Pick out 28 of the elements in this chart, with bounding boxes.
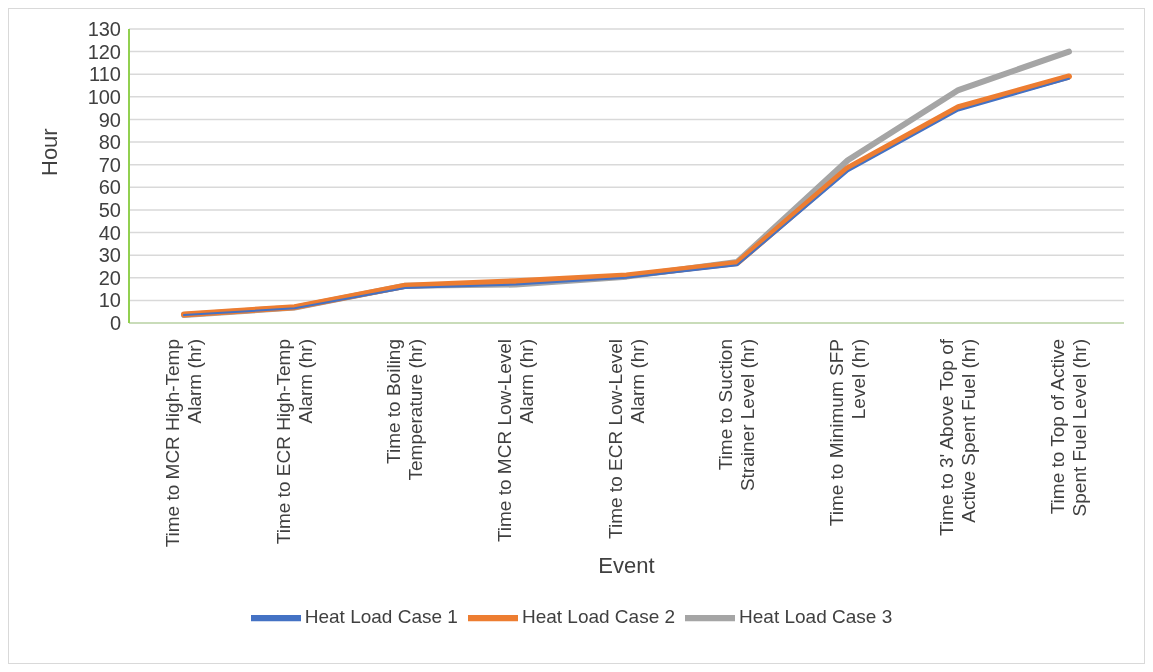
x-tick-label: Time to Boiling Temperature (hr) [383, 339, 427, 481]
y-tick-label: 50 [98, 199, 121, 222]
y-tick-label: 80 [98, 131, 121, 154]
x-tick-label: Time to Top of Active Spent Fuel Level (hr) [1047, 339, 1090, 517]
y-tick-label: 110 [89, 63, 121, 86]
y-tick-label: 40 [98, 221, 121, 244]
legend-label: Heat Load Case 3 [739, 606, 893, 628]
y-tick-label: 130 [87, 18, 121, 41]
legend-label: Heat Load Case 2 [521, 606, 676, 628]
legend-label: Heat Load Case 1 [304, 606, 458, 628]
y-tick-label: 90 [98, 108, 121, 131]
y-tick-label: 120 [87, 40, 121, 63]
y-axis-title: Hour [36, 128, 62, 176]
x-axis-title: Event [598, 553, 655, 578]
y-tick-label: 0 [109, 312, 121, 335]
x-tick-label: Time to ECR Low-Level Alarm (hr) [604, 339, 648, 539]
y-tick-label: 10 [98, 289, 121, 312]
x-tick-label: Time to MCR High-Temp Alarm (hr) [162, 339, 205, 548]
x-tick-label: Time to ECR High-Temp Alarm (hr) [272, 339, 316, 545]
y-tick-label: 20 [98, 266, 121, 289]
x-tick-label: Time to MCR Low-Level Alarm (hr) [493, 339, 537, 543]
y-tick-label: 60 [98, 176, 121, 199]
x-tick-label: Time to Suction Strainer Level (hr) [715, 339, 759, 492]
x-tick-label: Time to Minimum SFP Level (hr) [825, 339, 869, 527]
y-tick-label: 70 [98, 153, 121, 176]
y-tick-label: 100 [87, 85, 121, 108]
y-tick-label: 30 [98, 244, 121, 267]
x-tick-label: Time to 3' Above Top of Active Spent Fuel (hr) [936, 338, 980, 536]
